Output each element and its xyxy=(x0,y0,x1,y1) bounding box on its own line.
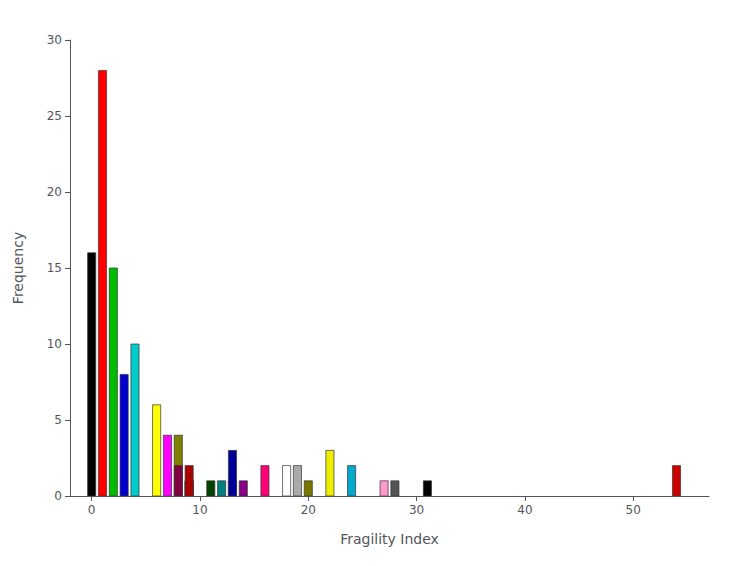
svg-text:30: 30 xyxy=(409,503,424,517)
svg-text:30: 30 xyxy=(47,33,62,47)
svg-text:20: 20 xyxy=(301,503,316,517)
svg-text:5: 5 xyxy=(54,413,62,427)
svg-text:0: 0 xyxy=(88,503,96,517)
svg-text:0: 0 xyxy=(54,489,62,503)
svg-text:15: 15 xyxy=(47,261,62,275)
svg-text:25: 25 xyxy=(47,109,62,123)
svg-text:10: 10 xyxy=(47,337,62,351)
svg-text:40: 40 xyxy=(517,503,532,517)
svg-text:20: 20 xyxy=(47,185,62,199)
svg-text:Fragility Index: Fragility Index xyxy=(340,531,439,547)
svg-text:10: 10 xyxy=(192,503,207,517)
svg-text:Frequency: Frequency xyxy=(10,232,26,304)
svg-text:50: 50 xyxy=(626,503,641,517)
